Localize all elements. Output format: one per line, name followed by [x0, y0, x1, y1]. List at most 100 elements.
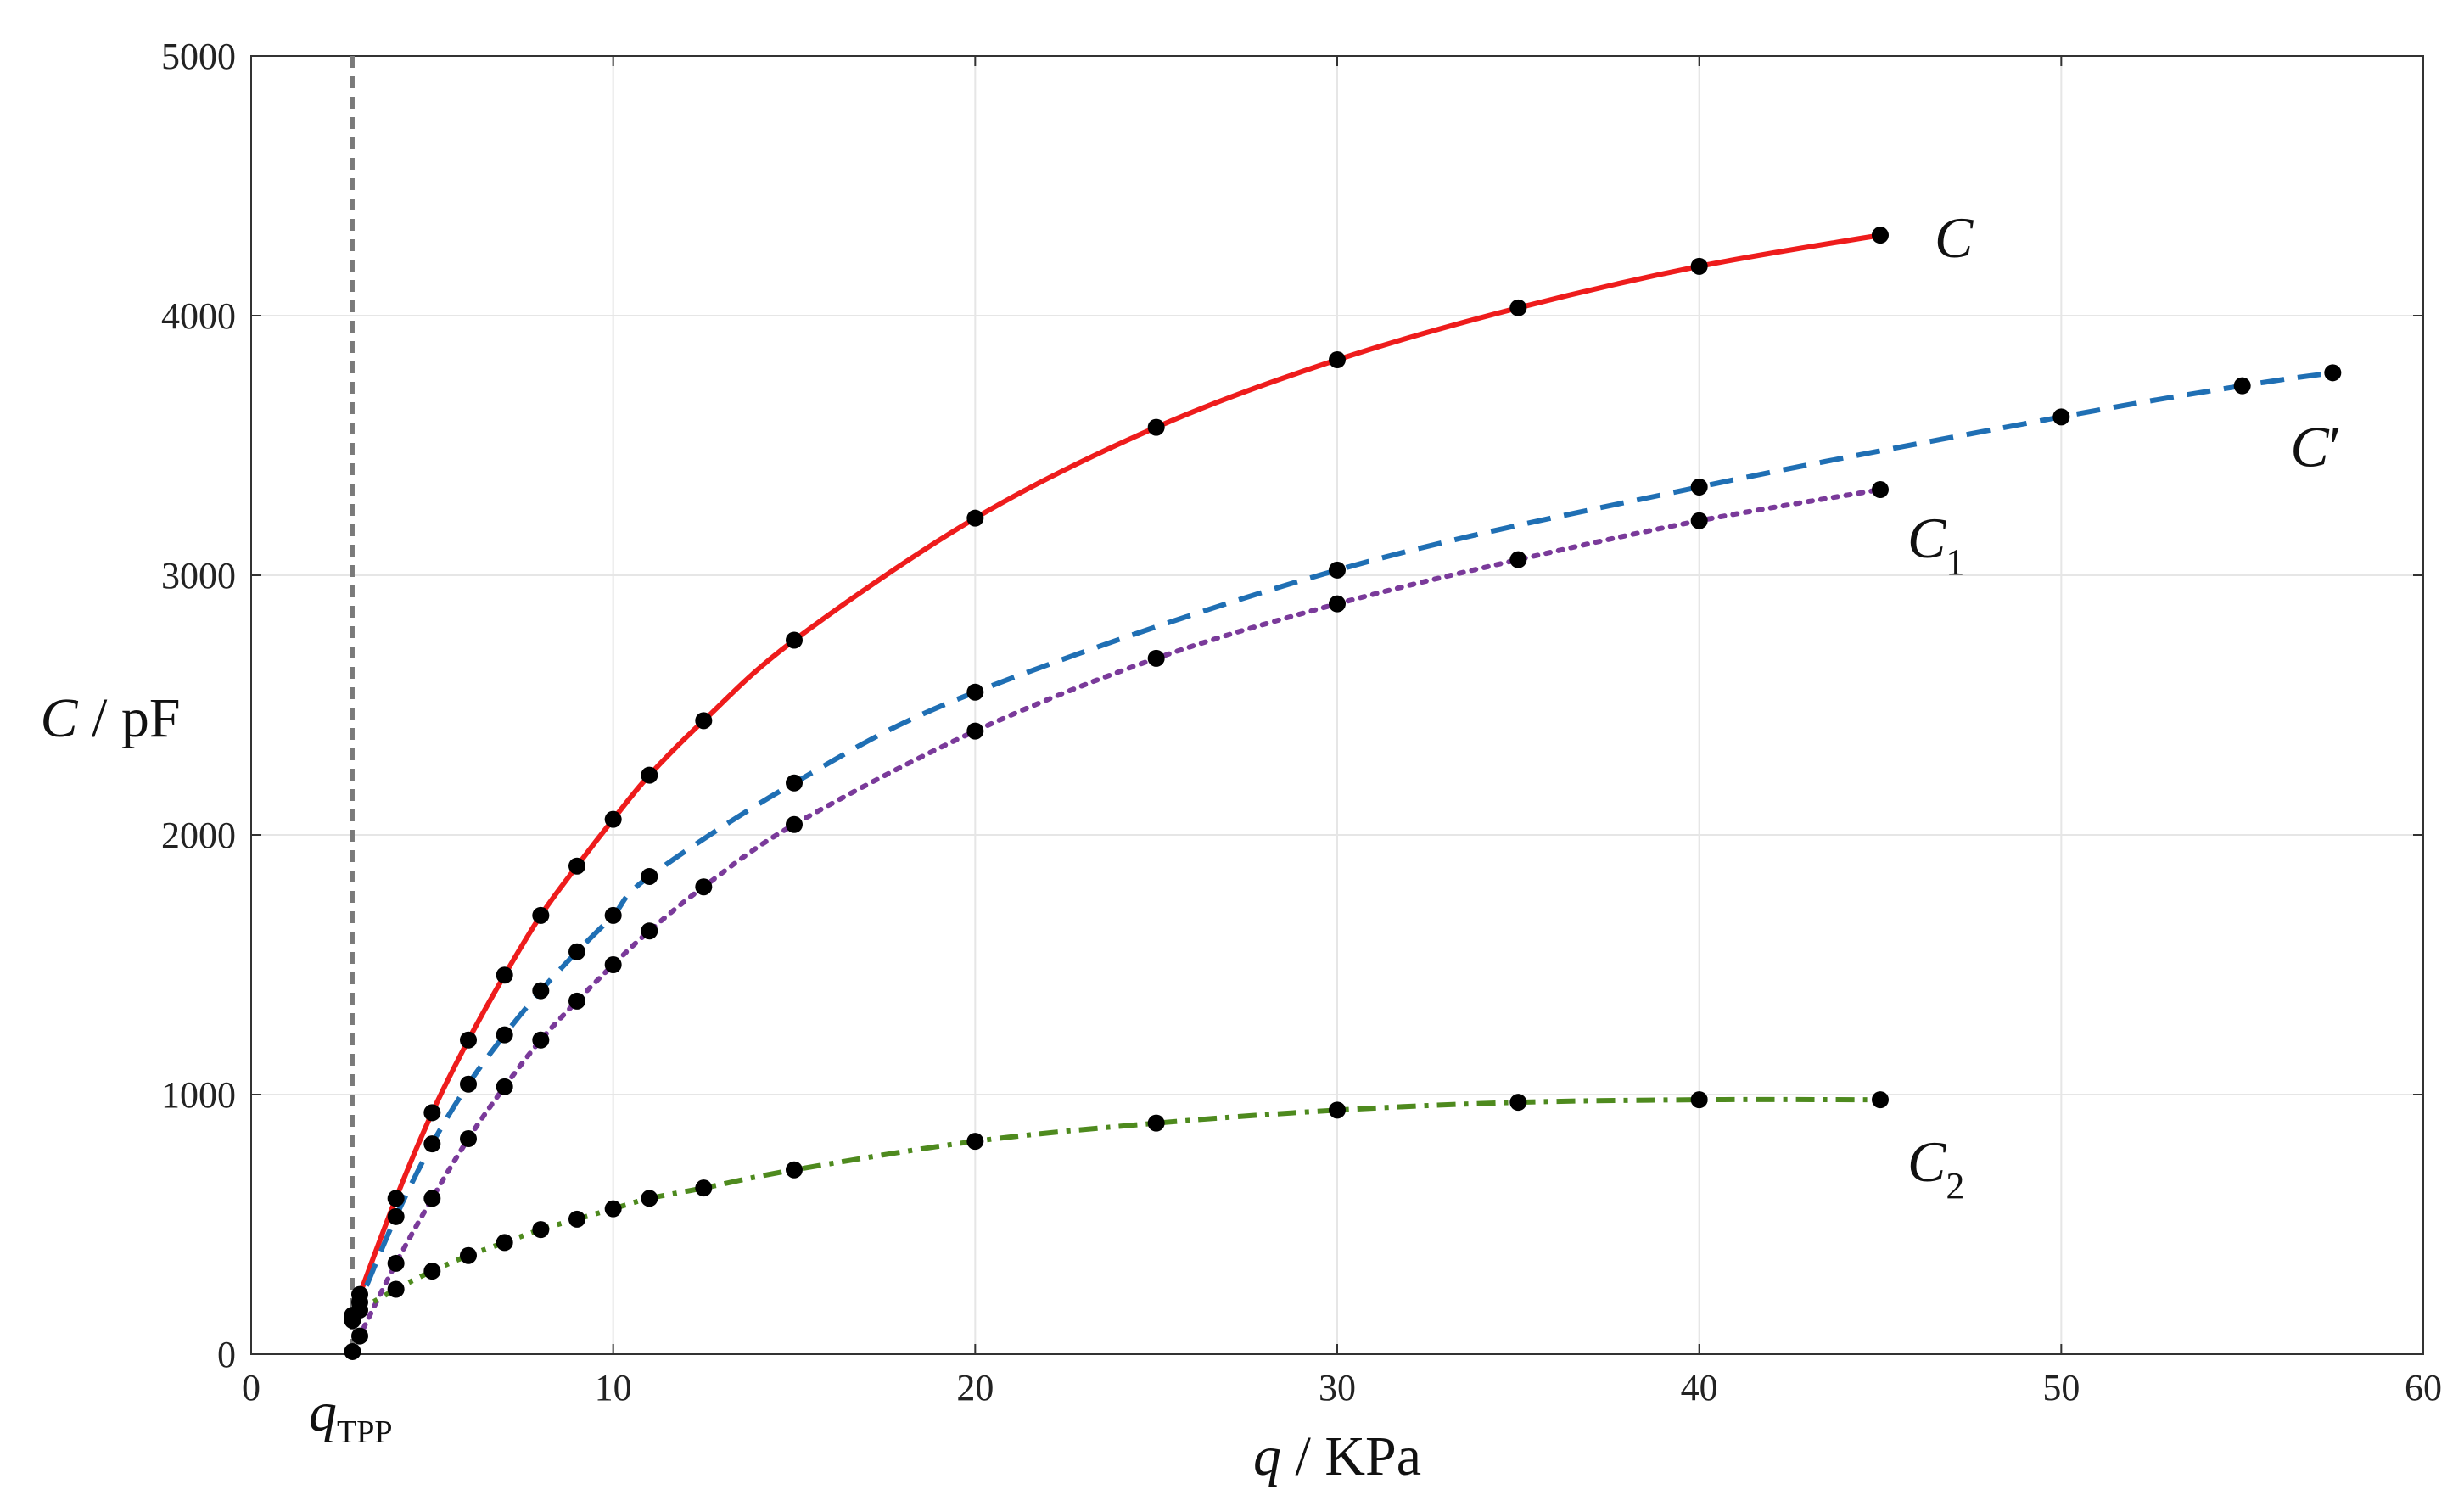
data-point [695, 1179, 713, 1197]
data-point [344, 1342, 361, 1360]
series-label-main: C [1907, 506, 1946, 570]
data-point [1872, 1091, 1889, 1109]
y-tick-label: 0 [217, 1334, 236, 1375]
data-point [786, 1161, 803, 1179]
data-point [641, 766, 658, 784]
data-point [496, 1234, 513, 1252]
data-point [1872, 227, 1889, 244]
series-label-2: C1 [1907, 506, 1964, 583]
data-point [1329, 561, 1346, 579]
data-point [1147, 1114, 1165, 1132]
y-tick-label: 5000 [161, 36, 236, 77]
data-point [786, 631, 803, 649]
data-point [641, 1190, 658, 1207]
y-tick-label: 2000 [161, 815, 236, 856]
series-label-1: C′ [2290, 414, 2341, 479]
x-axis-label: q / KPa [1253, 1425, 1421, 1487]
threshold-label-sub: TPP [337, 1414, 392, 1450]
x-tick-label: 40 [1681, 1367, 1718, 1408]
data-point [604, 1200, 622, 1218]
y-axis-label-sep: / [77, 687, 120, 749]
x-axis-ticks: 0 10 20 30 40 50 60 [242, 56, 2442, 1408]
x-tick-label: 50 [2042, 1367, 2080, 1408]
series-points [344, 227, 2342, 1360]
data-point [423, 1104, 441, 1122]
data-point [1147, 649, 1165, 667]
data-point [1690, 512, 1708, 529]
data-point [423, 1135, 441, 1153]
data-point [460, 1075, 477, 1093]
plot-frame [250, 55, 2424, 1355]
x-tick-label: 30 [1319, 1367, 1356, 1408]
data-point [1509, 1094, 1527, 1112]
x-axis-label-unit: KPa [1324, 1425, 1421, 1487]
data-point [786, 815, 803, 833]
y-tick-label: 4000 [161, 295, 236, 337]
data-point [532, 906, 550, 924]
data-point [460, 1130, 477, 1148]
data-point [786, 774, 803, 792]
series-label-main: C [1907, 1129, 1946, 1194]
data-point [1690, 257, 1708, 275]
grid-lines [251, 56, 2423, 1354]
x-tick-label: 10 [595, 1367, 632, 1408]
series-label-main: C [2290, 414, 2329, 479]
data-point [1690, 1091, 1708, 1109]
data-point [423, 1190, 441, 1207]
data-point [460, 1246, 477, 1264]
y-axis-ticks: 0 1000 2000 3000 4000 5000 [161, 36, 2423, 1375]
data-point [641, 867, 658, 885]
data-point [641, 922, 658, 940]
data-point [1329, 1101, 1346, 1119]
data-point [2233, 377, 2251, 395]
data-point [568, 857, 585, 875]
series-line-2 [350, 487, 1883, 1354]
data-point [496, 1078, 513, 1095]
data-point [1509, 299, 1527, 316]
series-line-3 [350, 1096, 1881, 1320]
y-tick-label: 1000 [161, 1074, 236, 1116]
data-point [1872, 481, 1889, 499]
data-point [351, 1301, 368, 1319]
y-axis-label-var: C [40, 687, 78, 749]
x-tick-label: 20 [956, 1367, 994, 1408]
data-point [568, 1210, 585, 1228]
series-line-0 [350, 232, 1881, 1317]
data-point [966, 722, 984, 740]
threshold-label: qTPP [309, 1381, 392, 1450]
data-point [496, 966, 513, 984]
data-point [460, 1031, 477, 1049]
data-point [1690, 478, 1708, 496]
x-axis-label-sep: / [1281, 1425, 1324, 1487]
series-label-main: C [1935, 205, 1974, 270]
data-point [387, 1190, 405, 1207]
data-point [966, 683, 984, 701]
data-point [423, 1263, 441, 1280]
data-point [496, 1026, 513, 1044]
data-point [695, 878, 713, 896]
data-point [568, 943, 585, 960]
x-tick-label: 0 [242, 1367, 260, 1408]
y-axis-label-unit: pF [121, 687, 181, 749]
data-point [2052, 408, 2070, 426]
data-point [387, 1280, 405, 1298]
data-point [532, 982, 550, 1000]
data-point [351, 1327, 368, 1345]
x-axis-label-var: q [1253, 1425, 1281, 1487]
data-point [604, 956, 622, 973]
data-point [1329, 351, 1346, 369]
data-point [695, 712, 713, 730]
data-point [568, 992, 585, 1010]
series-label-0: C [1935, 205, 1974, 270]
series-label-sub: 2 [1946, 1165, 1964, 1207]
data-point [966, 1133, 984, 1151]
series-label-sub: ′ [2329, 414, 2342, 479]
y-tick-label: 3000 [161, 555, 236, 596]
data-point [604, 810, 622, 828]
threshold-label-main: q [309, 1381, 337, 1443]
x-tick-label: 60 [2405, 1367, 2442, 1408]
series-lines [350, 232, 2333, 1354]
data-point [387, 1207, 405, 1225]
